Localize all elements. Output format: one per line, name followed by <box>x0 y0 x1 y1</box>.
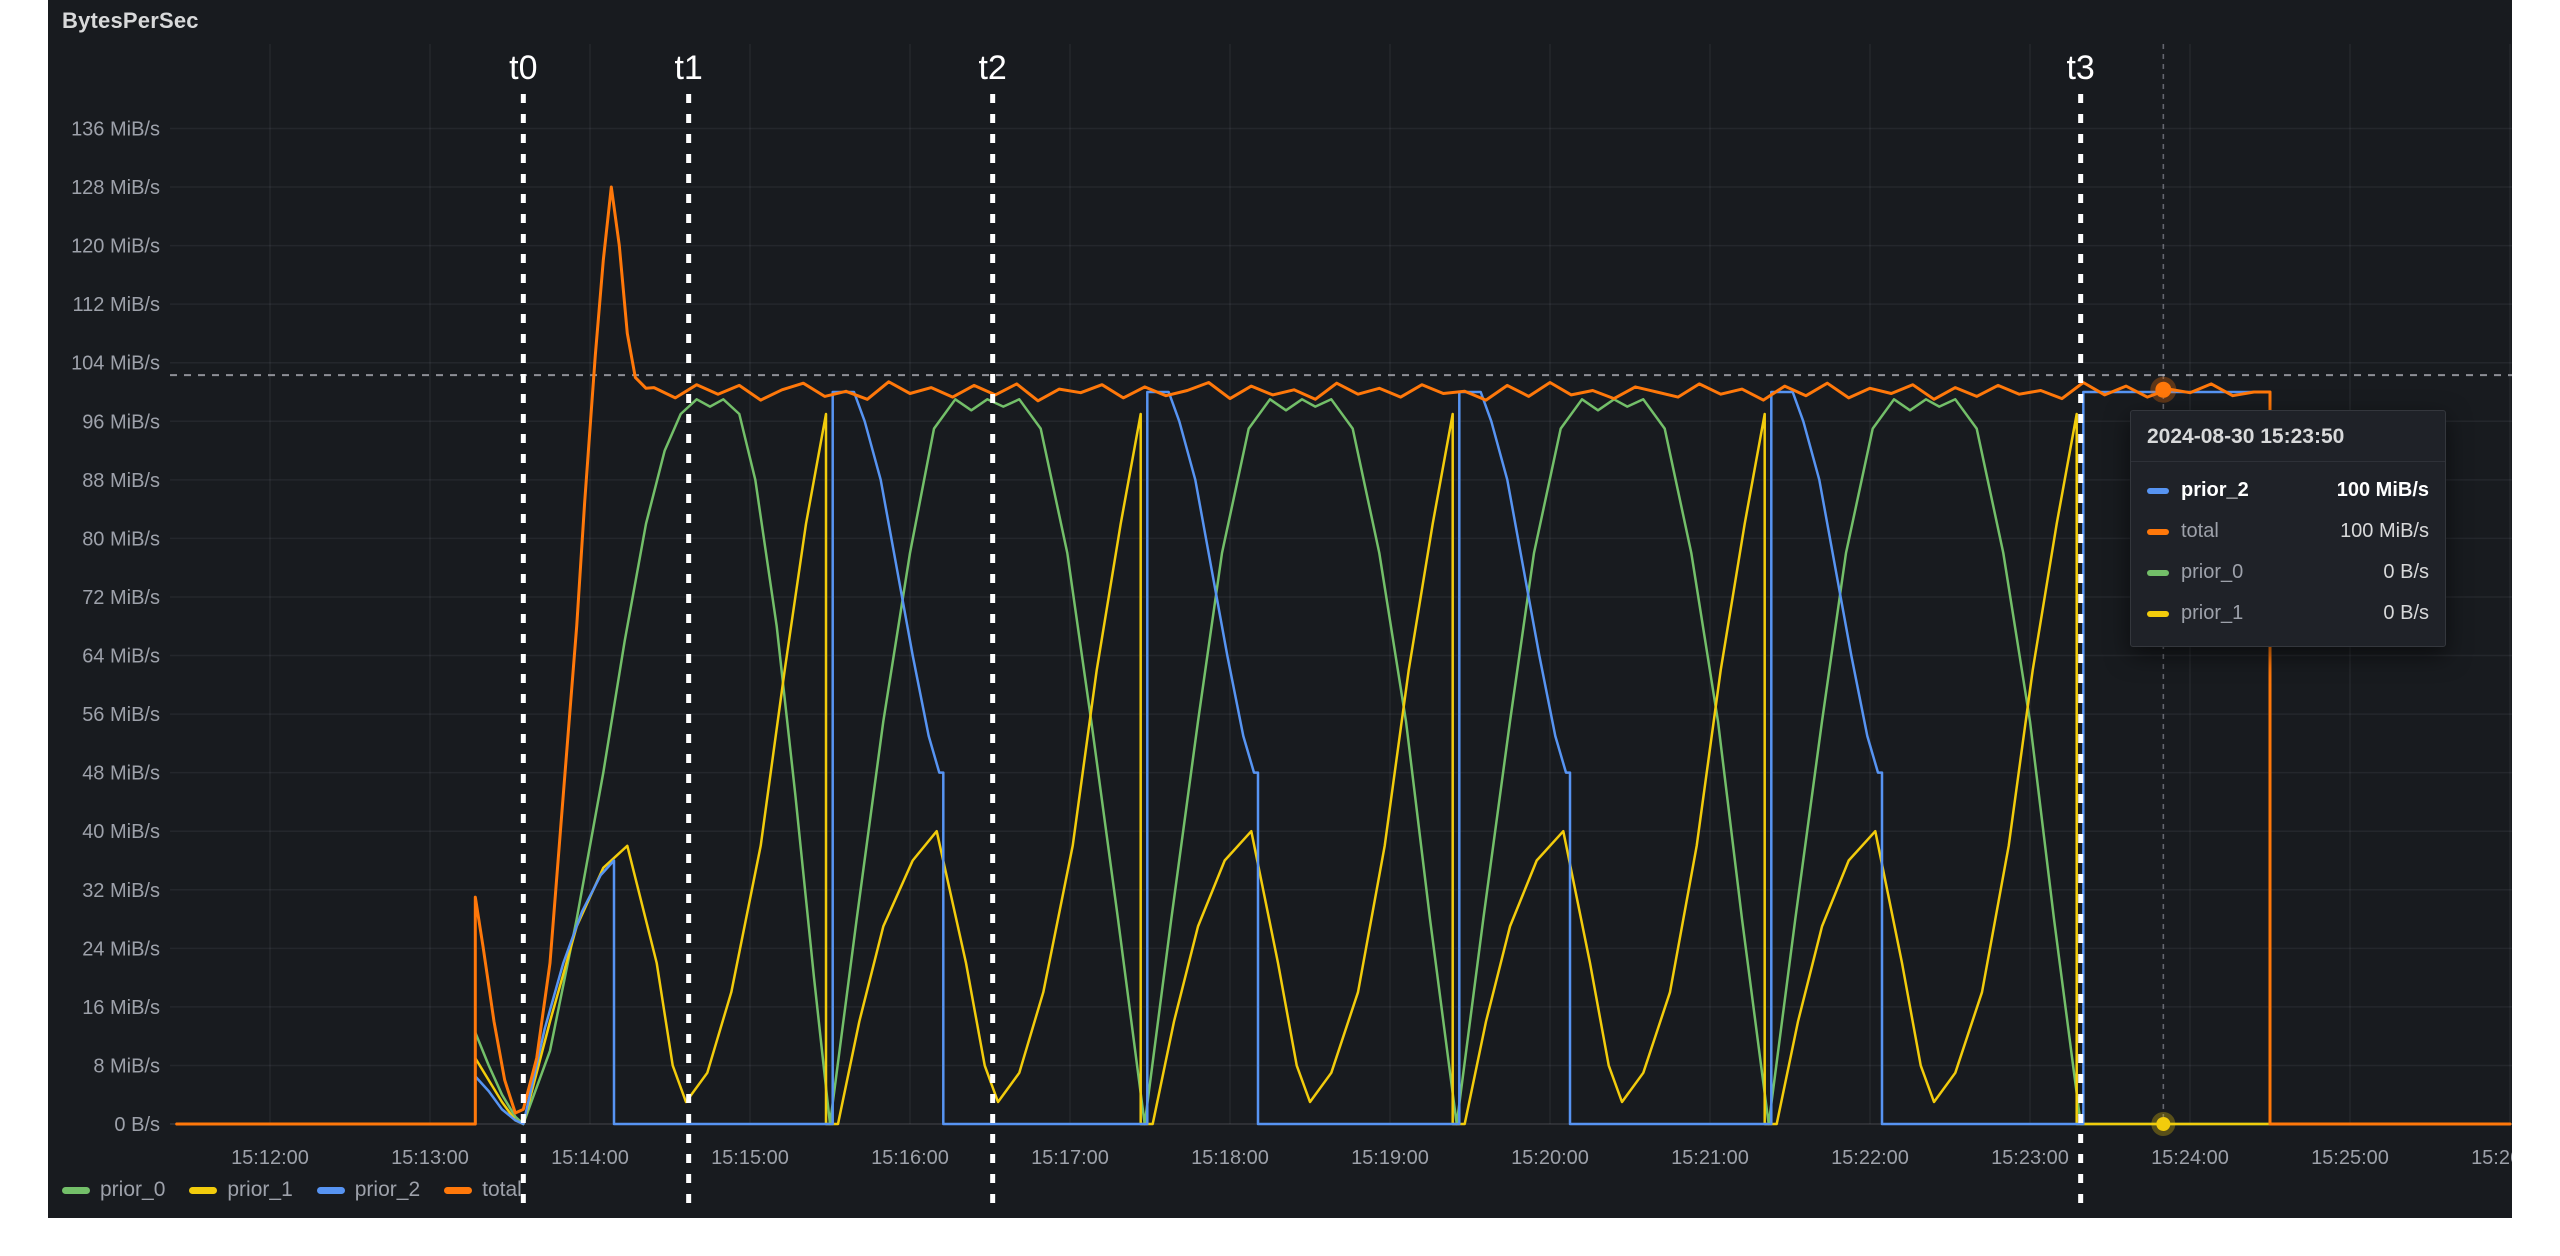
tooltip-series-name: prior_1 <box>2181 602 2244 624</box>
y-axis-label: 104 MiB/s <box>71 353 160 375</box>
x-axis-label: 15:20:00 <box>1511 1147 1589 1169</box>
y-axis-label: 96 MiB/s <box>82 411 160 433</box>
y-axis-label: 112 MiB/s <box>73 294 160 316</box>
tooltip-row-prior_1: prior_1 0 B/s <box>2147 593 2429 634</box>
legend-item-total[interactable]: total <box>444 1178 522 1202</box>
x-axis-label: 15:13:00 <box>391 1147 469 1169</box>
x-axis-label: 15:23:00 <box>1991 1147 2069 1169</box>
tooltip-header: 2024-08-30 15:23:50 <box>2147 425 2345 448</box>
y-axis-label: 48 MiB/s <box>82 763 160 785</box>
tooltip-series-name: total <box>2181 520 2219 542</box>
hover-point-prior_1 <box>2156 1117 2171 1131</box>
x-axis-label: 15:15:00 <box>711 1147 789 1169</box>
tooltip-rows: prior_2 100 MiB/s total 100 MiB/s prior_0 0 B… <box>2147 470 2429 634</box>
y-axis-label: 0 B/s <box>114 1114 160 1136</box>
tooltip-series-value: 100 MiB/s <box>2336 479 2429 501</box>
x-axis-label: 15:19:00 <box>1351 1147 1429 1169</box>
legend-chip-prior_0 <box>62 1186 90 1194</box>
hover-point-total <box>2155 381 2172 398</box>
legend-label: prior_0 <box>100 1178 166 1201</box>
y-axis-label: 56 MiB/s <box>82 704 160 726</box>
y-axis-label: 40 MiB/s <box>82 821 160 843</box>
series-line-prior_1 <box>175 412 2512 1126</box>
legend-item-prior_2[interactable]: prior_2 <box>316 1178 421 1202</box>
tooltip-series-value: 100 MiB/s <box>2340 520 2429 542</box>
tooltip-row-prior_0: prior_0 0 B/s <box>2147 552 2429 593</box>
y-axis-label: 72 MiB/s <box>82 587 160 609</box>
x-axis-label: 15:14:00 <box>551 1147 629 1169</box>
x-axis-label: 15:24:00 <box>2151 1147 2229 1169</box>
annotation-label-t0: t0 <box>509 49 538 87</box>
legend-item-prior_0[interactable]: prior_0 <box>62 1178 165 1202</box>
y-axis-label: 16 MiB/s <box>82 997 160 1019</box>
tooltip-separator <box>2131 461 2445 462</box>
y-axis-label: 88 MiB/s <box>82 470 160 492</box>
annotation-label-t2: t2 <box>978 49 1007 87</box>
annotation-label-t3: t3 <box>2066 49 2095 87</box>
legend-chip-total <box>444 1186 473 1194</box>
tooltip-row-prior_2: prior_2 100 MiB/s <box>2147 470 2429 511</box>
series-line-total <box>175 185 2512 1126</box>
tooltip-series-name: prior_2 <box>2181 479 2249 501</box>
legend-label: total <box>482 1178 522 1201</box>
tooltip-series-name: prior_0 <box>2181 561 2244 583</box>
x-axis-label: 15:16:00 <box>871 1147 949 1169</box>
y-axis-label: 136 MiB/s <box>71 118 160 140</box>
legend-chip-prior_2 <box>316 1186 345 1194</box>
legend-label: prior_1 <box>227 1178 293 1201</box>
legend-item-prior_1[interactable]: prior_1 <box>189 1178 293 1202</box>
tooltip-series-value: 0 B/s <box>2383 561 2429 583</box>
y-axis-label: 8 MiB/s <box>93 1055 160 1077</box>
x-axis-label: 15:22:00 <box>1831 1147 1909 1169</box>
legend: prior_0 prior_1 prior_2 total <box>62 1178 522 1202</box>
series-line-prior_0 <box>175 398 2512 1126</box>
tooltip-chip-prior_1 <box>2147 610 2169 617</box>
tooltip-series-value: 0 B/s <box>2383 602 2429 624</box>
y-axis-label: 64 MiB/s <box>82 646 160 668</box>
legend-label: prior_2 <box>354 1178 421 1201</box>
x-axis-label: 15:17:00 <box>1031 1147 1109 1169</box>
tooltip: 2024-08-30 15:23:50 prior_2 100 MiB/s tota… <box>2130 410 2446 647</box>
grafana-panel: BytesPerSec <box>48 0 2512 1218</box>
x-axis-label: 15:26:00 <box>2471 1147 2549 1169</box>
tooltip-row-total: total 100 MiB/s <box>2147 511 2429 552</box>
series-line-prior_2 <box>175 390 2512 1126</box>
x-axis-label: 15:12:00 <box>231 1147 309 1169</box>
tooltip-chip-prior_2 <box>2147 487 2169 494</box>
y-axis-label: 24 MiB/s <box>82 938 160 960</box>
x-axis-label: 15:21:00 <box>1671 1147 1749 1169</box>
tooltip-chip-total <box>2147 528 2169 535</box>
panel-title[interactable]: BytesPerSec <box>62 8 199 33</box>
x-axis-label: 15:18:00 <box>1191 1147 1269 1169</box>
legend-chip-prior_1 <box>189 1186 218 1194</box>
annotation-label-t1: t1 <box>674 49 703 87</box>
y-axis-label: 32 MiB/s <box>82 880 160 902</box>
y-axis-label: 80 MiB/s <box>82 528 160 550</box>
y-axis-label: 128 MiB/s <box>71 177 160 199</box>
y-axis-label: 120 MiB/s <box>71 236 160 258</box>
tooltip-chip-prior_0 <box>2147 569 2169 576</box>
x-axis-label: 15:25:00 <box>2311 1147 2389 1169</box>
